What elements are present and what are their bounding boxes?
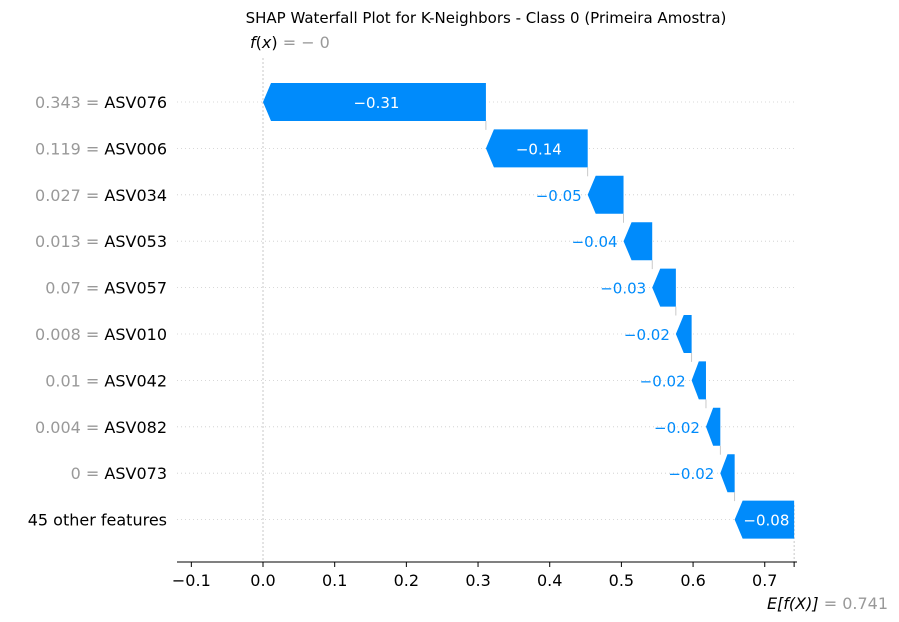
shap-bar (587, 175, 624, 214)
chart-title: SHAP Waterfall Plot for K-Neighbors - Cl… (246, 9, 727, 27)
expected-value-label: E[f(X)] = 0.741 (767, 594, 888, 613)
feature-label: 0.01 = ASV042 (45, 371, 167, 390)
bar-value-label: −0.02 (654, 419, 700, 437)
shap-bar (705, 407, 721, 446)
fx-label: f(x) = − 0 (250, 33, 330, 52)
x-tick-label: 0.4 (537, 571, 562, 590)
x-tick-label: 0.5 (609, 571, 634, 590)
feature-label: 0 = ASV073 (71, 464, 167, 483)
bar-value-label: −0.02 (640, 372, 686, 390)
bar-value-label: −0.02 (624, 326, 670, 344)
x-tick-label: 0.3 (465, 571, 490, 590)
shap-bar (691, 361, 706, 400)
x-tick-label: 0.0 (250, 571, 275, 590)
shap-bar (675, 315, 692, 353)
feature-label: 0.008 = ASV010 (35, 325, 167, 344)
shap-bar (720, 454, 735, 493)
feature-label: 45 other features (28, 511, 167, 530)
x-tick-label: −0.1 (172, 571, 211, 590)
feature-label: 0.027 = ASV034 (35, 186, 167, 205)
x-tick-label: 0.1 (322, 571, 347, 590)
x-tick-label: 0.6 (680, 571, 705, 590)
bar-value-label: −0.05 (536, 187, 582, 205)
bar-value-label: −0.14 (516, 140, 562, 158)
bar-value-label: −0.31 (353, 94, 399, 112)
x-tick-label: 0.7 (752, 571, 777, 590)
shap-bar (263, 83, 486, 121)
shap-bar (485, 129, 588, 168)
bar-value-label: −0.03 (600, 280, 646, 298)
bar-value-label: −0.04 (572, 233, 618, 251)
bar-value-label: −0.08 (743, 512, 789, 530)
shap-bar (734, 500, 795, 539)
x-tick-label: 0.2 (394, 571, 419, 590)
feature-label: 0.07 = ASV057 (45, 279, 167, 298)
feature-label: 0.013 = ASV053 (35, 232, 167, 251)
shap-bar (623, 222, 653, 261)
bar-value-label: −0.02 (668, 465, 714, 483)
shap-bar (652, 268, 676, 307)
feature-label: 0.119 = ASV006 (35, 139, 167, 158)
feature-label: 0.343 = ASV076 (35, 93, 167, 112)
feature-label: 0.004 = ASV082 (35, 418, 167, 437)
